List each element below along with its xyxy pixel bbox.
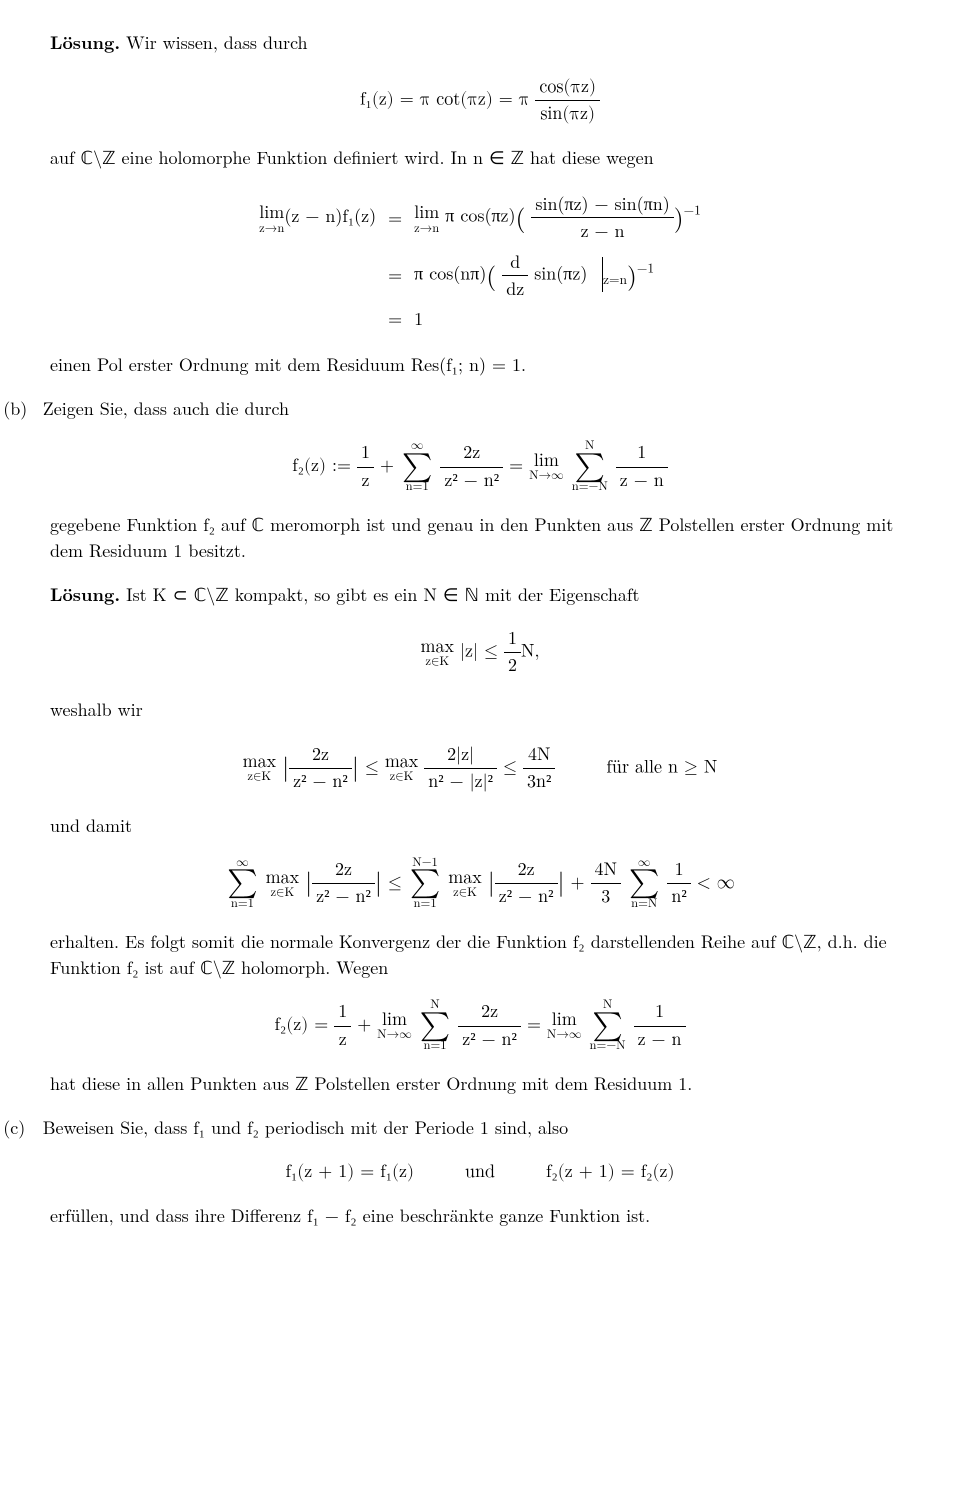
condition-text: für alle n ≥ N (606, 758, 717, 776)
fraction: sin(πz) − sin(πn) z − n (531, 191, 673, 244)
equals: = (382, 189, 408, 246)
text: Zeigen Sie, dass auch die durch (43, 396, 289, 421)
equals: = (382, 247, 408, 304)
fraction: 1z (334, 999, 351, 1052)
fraction: 4N3n² (523, 742, 555, 795)
paragraph: Lösung. Ist K ⊂ ℂ\ℤ kompakt, so gibt es … (50, 582, 910, 608)
fraction: 1z − n (616, 440, 668, 493)
paragraph: auf ℂ\ℤ eine holomorphe Funktion definie… (50, 145, 910, 171)
math-text: π cos(πz) (439, 203, 515, 228)
item-b: (b)Zeigen Sie, dass auch die durch (50, 396, 910, 422)
math-text: |z| ≤ (460, 643, 504, 661)
text-und: und (465, 1163, 495, 1181)
paragraph: weshalb wir (50, 697, 910, 723)
math-text: 1 (408, 304, 707, 334)
text: Wir wissen, dass durch (120, 30, 308, 55)
limit-operator: lim z→n (259, 203, 284, 234)
equals: = (382, 304, 408, 334)
max-operator: maxz∈K (243, 753, 277, 784)
item-label: (b) (3, 396, 43, 422)
math-text: f₂(z) = (274, 1016, 334, 1034)
equation-max-bound: maxz∈K |z| ≤ 12N, (50, 626, 910, 679)
item-label: (c) (3, 1115, 43, 1141)
item-c: (c)Beweisen Sie, dass f₁ und f₂ periodis… (50, 1115, 910, 1141)
denominator: sin(πz) (535, 101, 600, 127)
exponent: −1 (637, 257, 654, 276)
paragraph: einen Pol erster Ordnung mit dem Residuu… (50, 352, 910, 378)
exponent: −1 (684, 200, 701, 219)
max-operator: maxz∈K (385, 753, 419, 784)
equation-series-bound: ∞∑n=1 maxz∈K |2zz² − n²| ≤ N−1∑n=1 maxz∈… (50, 857, 910, 911)
fraction: 1z (357, 440, 374, 493)
fraction: 2zz² − n² (495, 857, 558, 910)
equation-f1-definition: f₁(z) = π cot(πz) = π cos(πz) sin(πz) (50, 74, 910, 127)
sum-operator: N−1∑n=1 (410, 857, 440, 911)
fraction: 2zz² − n² (312, 857, 375, 910)
equation-limit-residue: lim z→n (z − n)f₁(z) = lim z→n π cos(πz)… (253, 189, 707, 333)
fraction: 2zz² − n² (440, 440, 503, 493)
solution-label: Lösung. (50, 582, 120, 607)
numerator: cos(πz) (535, 74, 600, 101)
fraction: 2zz² − n² (458, 999, 521, 1052)
equation-term-bound: maxz∈K |2zz² − n²| ≤ maxz∈K 2|z|n² − |z|… (50, 742, 910, 795)
fraction: 12 (504, 626, 521, 679)
math-text: π cos(nπ) (414, 260, 486, 285)
limit-operator: limN→∞ (547, 1011, 582, 1042)
fraction: 2zz² − n² (289, 742, 352, 795)
equation-f2-definition: f₂(z) := 1z + ∞∑n=1 2zz² − n² = limN→∞ N… (50, 440, 910, 494)
fraction: 1n² (667, 857, 690, 910)
math-text: f₁(z + 1) = f₁(z) (286, 1163, 414, 1181)
math-text: f₁(z) = π cot(πz) = π (360, 91, 529, 109)
text: Beweisen Sie, dass f₁ und f₂ periodisch … (43, 1115, 568, 1140)
solution-label: Lösung. (50, 30, 120, 55)
text: Ist K ⊂ ℂ\ℤ kompakt, so gibt es ein N ∈ … (120, 582, 639, 607)
math-text: f₂(z + 1) = f₂(z) (546, 1163, 674, 1181)
limit-operator: limN→∞ (529, 452, 564, 483)
fraction: 1z − n (634, 999, 686, 1052)
math-text: sin(πz) (528, 260, 587, 285)
paragraph: und damit (50, 813, 910, 839)
paragraph: Lösung. Wir wissen, dass durch (50, 30, 910, 56)
equation-periodicity: f₁(z + 1) = f₁(z) und f₂(z + 1) = f₂(z) (50, 1159, 910, 1185)
max-operator: maxz∈K (448, 869, 482, 900)
paragraph: hat diese in allen Punkten aus ℤ Polstel… (50, 1071, 910, 1097)
sum-operator: N∑n=1 (420, 999, 450, 1053)
fraction: cos(πz) sin(πz) (535, 74, 600, 127)
max-operator: maxz∈K (266, 869, 300, 900)
sum-operator: N∑n=−N (590, 999, 626, 1053)
math-text: (z − n)f₁(z) (284, 203, 376, 228)
fraction: 2|z|n² − |z|² (424, 742, 497, 795)
sum-operator: ∞∑n=N (629, 857, 659, 911)
paragraph: gegebene Funktion f₂ auf ℂ meromorph ist… (50, 512, 910, 564)
max-operator: maxz∈K (421, 638, 455, 669)
paragraph: erfüllen, und dass ihre Differenz f₁ − f… (50, 1203, 910, 1229)
sum-operator: N∑n=−N (572, 440, 608, 494)
fraction: d dz (502, 249, 528, 302)
fraction: 4N3 (591, 857, 622, 910)
math-text: f₂(z) := (292, 457, 357, 475)
limit-operator: limN→∞ (377, 1011, 412, 1042)
sum-operator: ∞∑n=1 (402, 440, 432, 494)
paragraph: erhalten. Es folgt somit die normale Kon… (50, 929, 910, 981)
equation-f2-expanded: f₂(z) = 1z + limN→∞ N∑n=1 2zz² − n² = li… (50, 999, 910, 1053)
sum-operator: ∞∑n=1 (227, 857, 257, 911)
limit-operator: lim z→n (414, 203, 439, 234)
eval-point: z=n (603, 269, 627, 288)
